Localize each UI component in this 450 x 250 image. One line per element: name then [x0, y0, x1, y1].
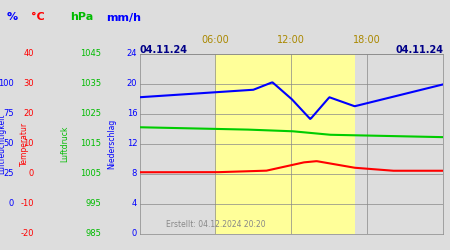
Text: Luftdruck: Luftdruck	[61, 126, 70, 162]
Text: 40: 40	[23, 49, 34, 58]
Text: 8: 8	[132, 169, 137, 178]
Text: 04.11.24: 04.11.24	[140, 45, 188, 55]
Text: 30: 30	[23, 79, 34, 88]
Text: °C: °C	[32, 12, 45, 22]
Bar	[216, 54, 355, 234]
Text: 25: 25	[3, 169, 14, 178]
Text: 24: 24	[127, 49, 137, 58]
Text: 16: 16	[126, 109, 137, 118]
Text: 1005: 1005	[80, 169, 101, 178]
Text: Temperatur: Temperatur	[20, 122, 29, 166]
Text: 20: 20	[23, 109, 34, 118]
Text: hPa: hPa	[70, 12, 93, 22]
Text: 1025: 1025	[80, 109, 101, 118]
Text: 1015: 1015	[80, 139, 101, 148]
Text: 06:00: 06:00	[202, 35, 230, 45]
Text: 0: 0	[132, 229, 137, 238]
Text: 1045: 1045	[80, 49, 101, 58]
Text: %: %	[7, 12, 18, 22]
Text: Luftfeuchtigkeit: Luftfeuchtigkeit	[0, 114, 7, 174]
Text: -10: -10	[20, 199, 34, 208]
Text: mm/h: mm/h	[106, 12, 141, 22]
Text: 75: 75	[3, 109, 14, 118]
Text: 0: 0	[8, 199, 14, 208]
Text: 50: 50	[3, 139, 14, 148]
Text: 985: 985	[86, 229, 101, 238]
Text: 0: 0	[28, 169, 34, 178]
Text: 995: 995	[86, 199, 101, 208]
Text: 04.11.24: 04.11.24	[395, 45, 443, 55]
Text: Niederschlag: Niederschlag	[107, 119, 116, 169]
Text: Erstellt: 04.12.2024 20:20: Erstellt: 04.12.2024 20:20	[166, 220, 265, 229]
Text: 12:00: 12:00	[278, 35, 305, 45]
Text: 4: 4	[132, 199, 137, 208]
Text: 10: 10	[23, 139, 34, 148]
Text: 12: 12	[127, 139, 137, 148]
Text: -20: -20	[20, 229, 34, 238]
Text: 20: 20	[127, 79, 137, 88]
Text: 100: 100	[0, 79, 14, 88]
Text: 1035: 1035	[80, 79, 101, 88]
Text: 18:00: 18:00	[353, 35, 381, 45]
